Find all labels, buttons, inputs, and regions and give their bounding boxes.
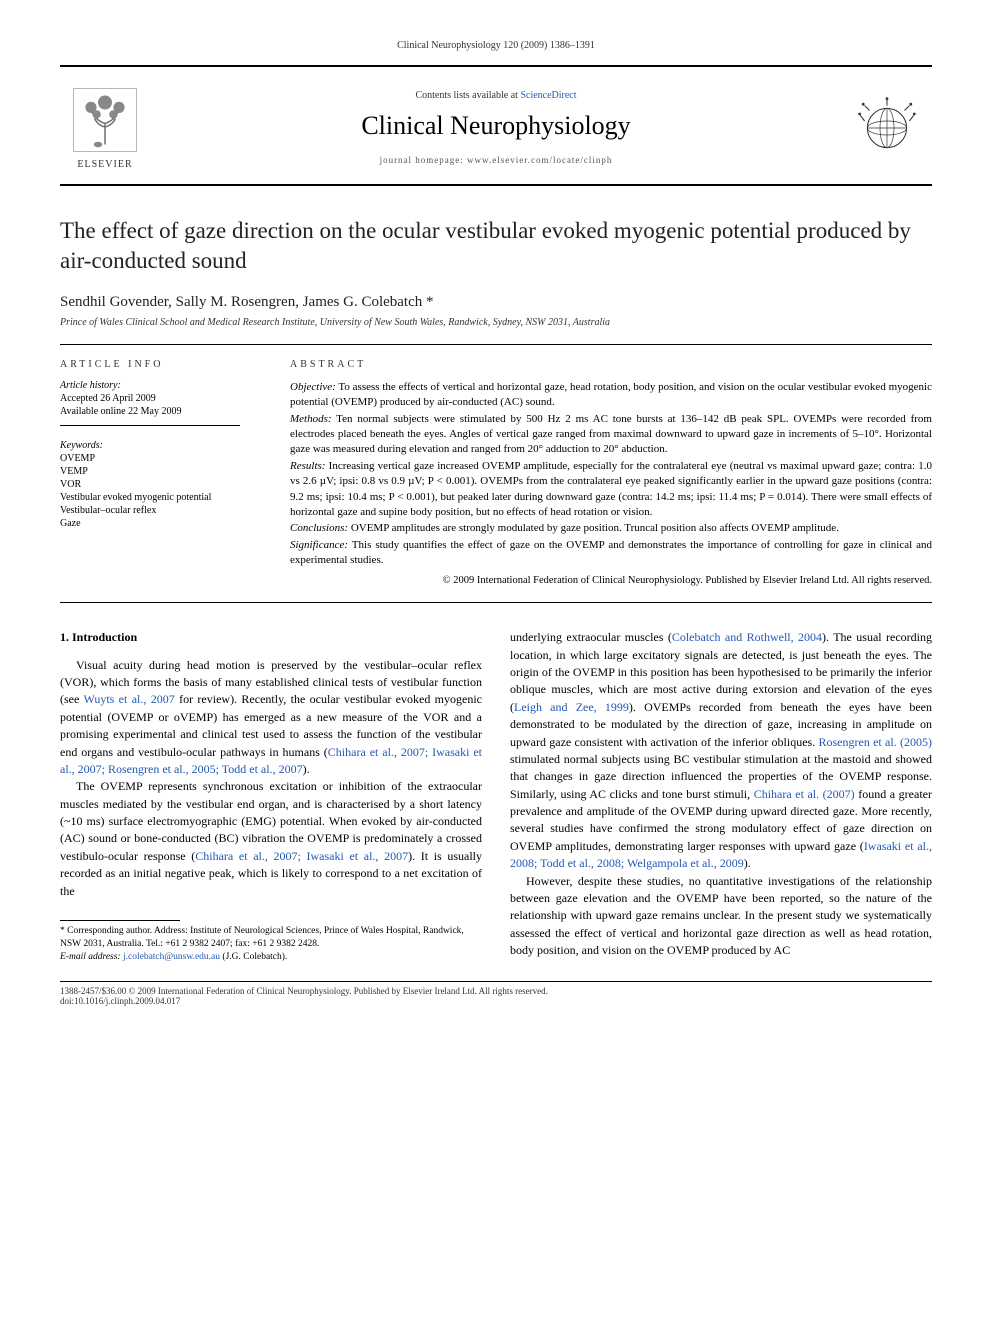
contents-available-line: Contents lists available at ScienceDirec…	[150, 90, 842, 101]
abstract-heading: ABSTRACT	[290, 359, 932, 370]
journal-homepage-line: journal homepage: www.elsevier.com/locat…	[150, 155, 842, 165]
abstract-conclusions-label: Conclusions:	[290, 522, 348, 534]
keyword: Vestibular–ocular reflex	[60, 505, 240, 516]
footnote-email-suffix: (J.G. Colebatch).	[220, 952, 287, 962]
article-title: The effect of gaze direction on the ocul…	[60, 216, 932, 276]
body-text: ).	[303, 762, 310, 776]
citation-link[interactable]: Leigh and Zee, 1999	[514, 700, 629, 714]
contents-prefix: Contents lists available at	[415, 90, 520, 101]
article-body: 1. Introduction Visual acuity during hea…	[60, 629, 932, 963]
running-head: Clinical Neurophysiology 120 (2009) 1386…	[60, 40, 932, 51]
keyword: Gaze	[60, 518, 240, 529]
abstract-significance: This study quantifies the effect of gaze…	[290, 539, 932, 566]
footnote-rule	[60, 920, 180, 921]
sciencedirect-link[interactable]: ScienceDirect	[520, 90, 576, 101]
keyword: OVEMP	[60, 453, 240, 464]
keywords-title: Keywords:	[60, 440, 240, 451]
abstract-methods-label: Methods:	[290, 413, 332, 425]
page-footer: 1388-2457/$36.00 © 2009 International Fe…	[60, 981, 932, 1006]
publisher-name: ELSEVIER	[77, 159, 132, 170]
footnote-email-link[interactable]: j.colebatch@unsw.edu.au	[123, 952, 220, 962]
abstract-column: ABSTRACT Objective: To assess the effect…	[290, 359, 932, 590]
author-list: Sendhil Govender, Sally M. Rosengren, Ja…	[60, 294, 932, 311]
elsevier-tree-icon	[70, 85, 140, 155]
keyword: VOR	[60, 479, 240, 490]
body-text: ).	[744, 856, 751, 870]
journal-masthead: ELSEVIER Contents lists available at Sci…	[60, 65, 932, 186]
publisher-logo-block: ELSEVIER	[60, 85, 150, 170]
footnote-correspondence: * Corresponding author. Address: Institu…	[60, 925, 482, 951]
footer-doi-line: doi:10.1016/j.clinph.2009.04.017	[60, 996, 932, 1006]
citation-link[interactable]: Colebatch and Rothwell, 2004	[672, 630, 822, 644]
homepage-prefix: journal homepage:	[380, 155, 467, 165]
author-affiliation: Prince of Wales Clinical School and Medi…	[60, 317, 932, 328]
article-info-column: ARTICLE INFO Article history: Accepted 2…	[60, 359, 260, 590]
abstract-copyright: © 2009 International Federation of Clini…	[290, 574, 932, 589]
footnote-email-label: E-mail address:	[60, 952, 123, 962]
keyword: Vestibular evoked myogenic potential	[60, 492, 240, 503]
footer-copyright-line: 1388-2457/$36.00 © 2009 International Fe…	[60, 986, 932, 996]
body-text: However, despite these studies, no quant…	[510, 874, 932, 958]
body-text: underlying extraocular muscles (	[510, 630, 672, 644]
keyword: VEMP	[60, 466, 240, 477]
citation-link[interactable]: Chihara et al. (2007)	[754, 787, 855, 801]
article-history-title: Article history:	[60, 380, 240, 391]
citation-link[interactable]: Wuyts et al., 2007	[83, 692, 174, 706]
society-logo-block	[842, 93, 932, 163]
accepted-date: Accepted 26 April 2009	[60, 393, 240, 404]
abstract-objective-label: Objective:	[290, 381, 336, 393]
abstract-significance-label: Significance:	[290, 539, 348, 551]
homepage-url[interactable]: www.elsevier.com/locate/clinph	[467, 155, 612, 165]
abstract-methods: Ten normal subjects were stimulated by 5…	[290, 413, 932, 456]
abstract-results-label: Results:	[290, 460, 325, 472]
abstract-conclusions: OVEMP amplitudes are strongly modulated …	[348, 522, 839, 534]
citation-link[interactable]: Chihara et al., 2007; Iwasaki et al., 20…	[195, 849, 408, 863]
ifcn-globe-icon	[852, 93, 922, 163]
corresponding-author-footnote: * Corresponding author. Address: Institu…	[60, 925, 482, 963]
abstract-results: Increasing vertical gaze increased OVEMP…	[290, 460, 932, 518]
abstract-objective: To assess the effects of vertical and ho…	[290, 381, 932, 408]
article-info-heading: ARTICLE INFO	[60, 359, 260, 370]
section-heading-introduction: 1. Introduction	[60, 629, 482, 646]
citation-link[interactable]: Rosengren et al. (2005)	[819, 735, 933, 749]
online-date: Available online 22 May 2009	[60, 406, 240, 417]
journal-name: Clinical Neurophysiology	[150, 111, 842, 141]
